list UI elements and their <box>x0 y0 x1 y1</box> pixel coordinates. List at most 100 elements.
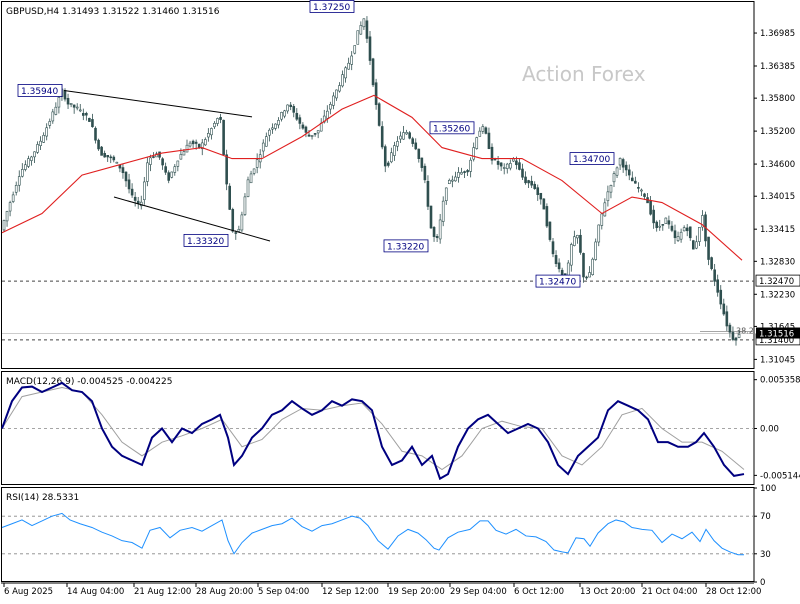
main-y-tick-label: 1.32230 <box>760 290 795 300</box>
candle <box>133 191 137 207</box>
candle <box>274 123 277 131</box>
candle-body <box>588 272 591 278</box>
candle <box>75 103 79 111</box>
candle-body <box>94 127 97 141</box>
candle <box>466 169 469 177</box>
candle <box>347 57 350 70</box>
candle-body <box>627 169 631 176</box>
macd-line <box>1 381 745 481</box>
candle <box>97 138 100 151</box>
level-axis-text: 1.32470 <box>759 277 794 287</box>
candle <box>716 274 720 297</box>
panel-frame-2 <box>1 487 755 582</box>
candle <box>69 103 73 108</box>
candle <box>573 230 576 247</box>
candle-body <box>377 103 381 126</box>
candle-body <box>197 143 201 148</box>
candle <box>725 305 729 332</box>
price-label-1.37250: 1.37250 <box>309 0 355 13</box>
candle <box>478 127 482 137</box>
candle-body <box>112 156 116 161</box>
candle-body <box>75 106 79 109</box>
candle-body <box>512 158 515 162</box>
candle-body <box>734 337 738 341</box>
candle-body <box>5 211 9 222</box>
candle-body <box>8 202 12 212</box>
price-label-text: 1.33320 <box>187 237 224 247</box>
candle-body <box>45 127 49 137</box>
main-y-tick-label: 1.35800 <box>760 94 795 104</box>
candle-body <box>557 262 561 270</box>
candle <box>640 188 643 197</box>
candle-body <box>402 132 405 140</box>
candle-body <box>271 127 274 130</box>
candle-body <box>39 140 42 146</box>
candle <box>634 176 637 184</box>
candle <box>204 137 207 146</box>
candle <box>597 224 601 247</box>
x-tick-label: 14 Aug 04:00 <box>67 587 124 597</box>
candle <box>594 238 598 261</box>
candle <box>637 182 640 193</box>
candle-body <box>57 97 61 108</box>
panel-frame-0 <box>1 1 755 369</box>
candle-body <box>335 89 338 99</box>
candle-body <box>612 173 616 183</box>
candle <box>146 157 149 187</box>
candle-body <box>124 171 128 182</box>
main-y-tick-label: 1.31045 <box>760 355 795 365</box>
candle-body <box>533 183 537 189</box>
candle-body <box>213 122 216 128</box>
candle-body <box>435 236 439 238</box>
candle-body <box>652 209 655 224</box>
candle <box>341 70 344 88</box>
candle <box>161 157 164 170</box>
candle <box>444 187 448 205</box>
candle <box>78 103 82 113</box>
candle <box>249 170 253 184</box>
candle <box>688 226 692 241</box>
candle <box>405 129 408 135</box>
candle <box>207 128 210 142</box>
candle-body <box>676 236 680 241</box>
candle <box>36 141 39 154</box>
candle-body <box>408 132 411 139</box>
candle <box>14 181 18 196</box>
candle-body <box>188 142 192 147</box>
main-title: GBPUSD,H4 1.31493 1.31522 1.31460 1.3151… <box>6 7 220 17</box>
candle <box>576 234 579 244</box>
candle-body <box>634 180 637 184</box>
candle <box>42 132 45 143</box>
candle <box>545 203 549 228</box>
candle <box>356 30 360 45</box>
candle <box>24 160 27 172</box>
candle <box>231 207 235 233</box>
price-label-1.33220: 1.33220 <box>383 239 429 252</box>
candle <box>737 330 741 339</box>
rsi-y-tick-label: 30 <box>760 550 771 560</box>
candle <box>499 162 503 171</box>
candle-body <box>469 159 472 172</box>
candle <box>438 213 442 244</box>
candle <box>188 140 192 148</box>
channel-upper-line <box>63 89 253 118</box>
candle-body <box>91 119 94 128</box>
candle <box>457 167 460 183</box>
x-tick-label: 21 Oct 04:00 <box>642 587 697 597</box>
candle-body <box>438 219 442 240</box>
price-label-1.34700: 1.34700 <box>569 152 615 165</box>
candle <box>143 176 146 205</box>
candle <box>228 183 231 211</box>
candle <box>332 92 335 110</box>
candle-body <box>30 156 33 161</box>
candle <box>191 139 195 148</box>
candle-body <box>146 162 149 182</box>
candle-body <box>716 279 720 293</box>
candle-body <box>228 185 231 210</box>
candle <box>508 159 512 171</box>
price-label-1.33320: 1.33320 <box>183 233 229 247</box>
candle <box>380 121 384 150</box>
price-label-text: 1.34700 <box>573 155 610 165</box>
candle <box>167 170 170 184</box>
